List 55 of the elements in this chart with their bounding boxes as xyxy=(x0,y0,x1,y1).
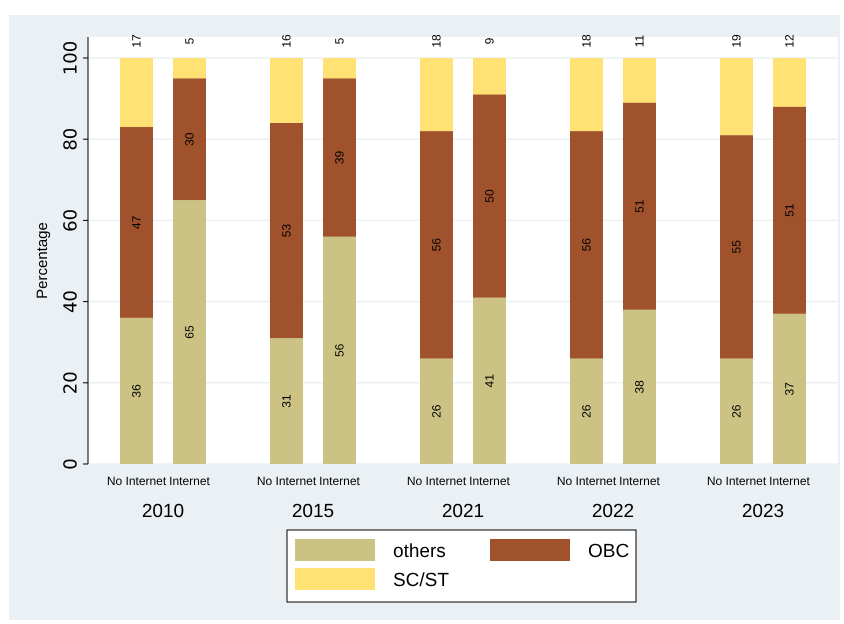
data-label: 30 xyxy=(182,132,196,146)
text: 2021 xyxy=(442,501,484,522)
data-label: 11 xyxy=(632,34,646,48)
legend-label: SC/ST xyxy=(393,570,450,591)
data-label: 17 xyxy=(130,34,144,48)
data-label: 38 xyxy=(632,380,646,394)
data-label: 26 xyxy=(580,404,594,418)
text: 2010 xyxy=(142,501,184,522)
x-tick-label: Internet xyxy=(319,474,361,488)
data-label: 31 xyxy=(280,394,294,408)
data-label: 51 xyxy=(632,199,646,213)
legend-label: OBC xyxy=(588,541,630,562)
y-tick-label: 100 xyxy=(60,40,82,76)
text: 2022 xyxy=(592,501,634,522)
y-tick-label: 0 xyxy=(60,458,82,470)
y-tick-label: 60 xyxy=(60,208,82,232)
data-label: 53 xyxy=(280,224,294,238)
data-label: 56 xyxy=(332,343,346,357)
data-label: 51 xyxy=(782,203,796,217)
data-label: 47 xyxy=(130,215,144,230)
x-tick-label: No Internet xyxy=(406,474,467,488)
data-label: 18 xyxy=(430,34,444,48)
data-label: 18 xyxy=(580,34,594,48)
data-label: 39 xyxy=(332,150,346,164)
data-label: 26 xyxy=(730,404,744,418)
data-label: 41 xyxy=(482,374,496,388)
y-tick-label: 40 xyxy=(60,290,82,314)
data-label: 16 xyxy=(280,34,294,48)
data-label: 5 xyxy=(332,37,346,44)
x-tick-label: Internet xyxy=(619,474,661,488)
x-tick-label: No Internet xyxy=(706,474,767,488)
x-tick-label: No Internet xyxy=(256,474,317,488)
data-label: 26 xyxy=(430,404,444,418)
y-axis-title: Percentage xyxy=(34,222,51,299)
data-label: 36 xyxy=(130,384,144,398)
y-tick-label: 20 xyxy=(60,371,82,394)
data-label: 56 xyxy=(430,238,444,252)
text: 2015 xyxy=(292,501,334,522)
data-label: 19 xyxy=(730,34,744,48)
x-tick-label: Internet xyxy=(169,474,211,488)
x-tick-label: Internet xyxy=(769,474,811,488)
x-tick-label: No Internet xyxy=(106,474,167,488)
text: 2023 xyxy=(742,501,784,522)
y-tick-label: 80 xyxy=(60,128,82,151)
x-tick-label: Internet xyxy=(469,474,511,488)
data-label: 9 xyxy=(482,37,496,44)
data-label: 56 xyxy=(580,238,594,252)
data-label: 37 xyxy=(782,382,796,396)
data-label: 55 xyxy=(730,240,744,254)
data-label: 5 xyxy=(182,37,196,44)
legend-label: others xyxy=(393,541,446,562)
x-tick-label: No Internet xyxy=(556,474,617,488)
data-label: 65 xyxy=(182,325,196,339)
data-label: 50 xyxy=(482,189,496,203)
data-label: 12 xyxy=(782,34,796,48)
